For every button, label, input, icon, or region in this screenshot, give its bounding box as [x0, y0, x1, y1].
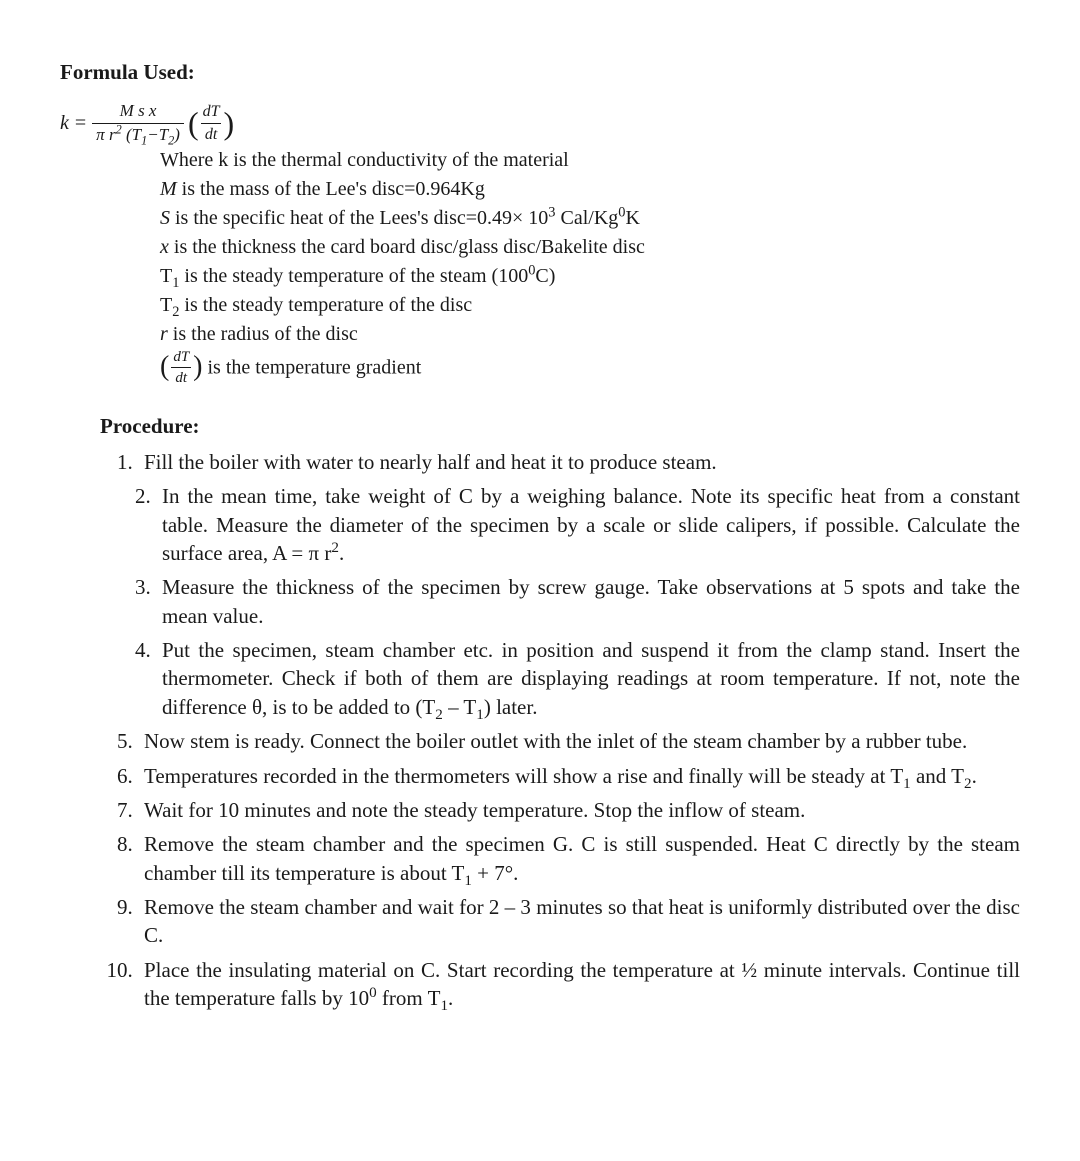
definition-line: M is the mass of the Lee's disc=0.964Kg: [160, 176, 1020, 203]
definition-line: (dTdt) is the temperature gradient: [160, 350, 1020, 388]
definition-line: T1 is the steady temperature of the stea…: [160, 263, 1020, 290]
definition-line: Where k is the thermal conductivity of t…: [160, 147, 1020, 174]
formula-used-title: Formula Used:: [60, 58, 1020, 86]
procedure-step: Measure the thickness of the specimen by…: [156, 573, 1020, 630]
formula-denominator: π r2 (T1−T2): [92, 123, 184, 145]
procedure-step: Remove the steam chamber and the specime…: [138, 830, 1020, 887]
formula-equals: =: [75, 110, 86, 137]
procedure-step: Wait for 10 minutes and note the steady …: [138, 796, 1020, 824]
definition-line: S is the specific heat of the Lees's dis…: [160, 205, 1020, 232]
formula-numerator: M s x: [116, 102, 161, 123]
gradient-den: dt: [201, 123, 221, 144]
procedure-list: Fill the boiler with water to nearly hal…: [60, 448, 1020, 1012]
definition-line: r is the radius of the disc: [160, 321, 1020, 348]
formula-block: k = M s x π r2 (T1−T2) ( dT dt ) Where k…: [60, 102, 1020, 387]
procedure-step: Fill the boiler with water to nearly hal…: [138, 448, 1020, 476]
procedure-step: Put the specimen, steam chamber etc. in …: [156, 636, 1020, 721]
gradient-num: dT: [199, 103, 224, 123]
definitions-list: Where k is the thermal conductivity of t…: [160, 147, 1020, 388]
formula-equation: k = M s x π r2 (T1−T2) ( dT dt ): [60, 102, 1020, 144]
procedure-step: In the mean time, take weight of C by a …: [156, 482, 1020, 567]
procedure-step: Remove the steam chamber and wait for 2 …: [138, 893, 1020, 950]
gradient-fraction: dT dt: [199, 103, 224, 143]
definition-line: T2 is the steady temperature of the disc: [160, 292, 1020, 319]
formula-gradient-term: ( dT dt ): [188, 103, 234, 143]
procedure-step: Temperatures recorded in the thermometer…: [138, 762, 1020, 790]
procedure-step: Now stem is ready. Connect the boiler ou…: [138, 727, 1020, 755]
procedure-step: Place the insulating material on C. Star…: [138, 956, 1020, 1013]
procedure-title: Procedure:: [100, 412, 1020, 440]
formula-main-fraction: M s x π r2 (T1−T2): [92, 102, 184, 144]
formula-lhs: k: [60, 110, 69, 137]
left-paren: (: [188, 112, 199, 134]
definition-line: x is the thickness the card board disc/g…: [160, 234, 1020, 261]
right-paren: ): [224, 112, 235, 134]
